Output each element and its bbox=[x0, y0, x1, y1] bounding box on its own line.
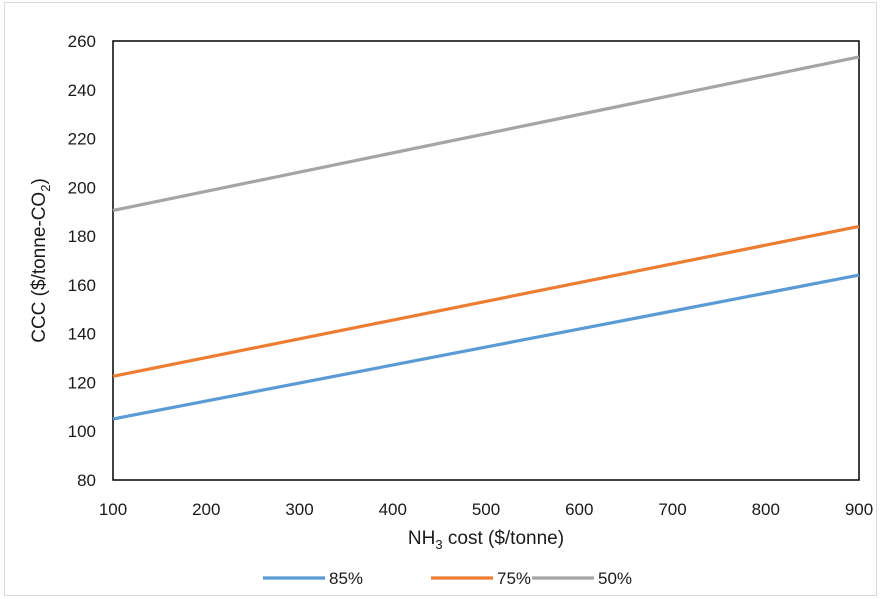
y-tick-label: 120 bbox=[68, 373, 96, 392]
legend-label: 75% bbox=[497, 569, 531, 588]
x-tick-label: 300 bbox=[285, 500, 313, 519]
y-tick-label: 100 bbox=[68, 422, 96, 441]
x-tick-label: 400 bbox=[379, 500, 407, 519]
y-tick-label: 260 bbox=[68, 32, 96, 51]
legend-label: 85% bbox=[329, 569, 363, 588]
legend-label: 50% bbox=[598, 569, 632, 588]
y-tick-label: 160 bbox=[68, 276, 96, 295]
x-tick-label: 700 bbox=[658, 500, 686, 519]
legend: 85% 75% 50% bbox=[263, 569, 632, 588]
series-line-50-pct bbox=[112, 55, 860, 213]
x-tick-label: 800 bbox=[752, 500, 780, 519]
y-tick-label: 200 bbox=[68, 178, 96, 197]
x-tick-label: 900 bbox=[845, 500, 873, 519]
plot-area bbox=[112, 40, 860, 481]
chart-frame bbox=[4, 2, 877, 596]
x-tick-label: 600 bbox=[565, 500, 593, 519]
y-axis-ticks: 80 100 120 140 160 180 200 220 240 260 bbox=[68, 32, 96, 490]
series-lines bbox=[112, 55, 860, 421]
y-tick-label: 220 bbox=[68, 130, 96, 149]
series-line-85-pct bbox=[112, 273, 860, 421]
series-line-75-pct bbox=[112, 224, 860, 378]
y-axis-title: CCC ($/tonne-CO2) bbox=[29, 178, 53, 343]
x-tick-label: 500 bbox=[472, 500, 500, 519]
y-tick-label: 180 bbox=[68, 227, 96, 246]
y-tick-label: 140 bbox=[68, 325, 96, 344]
y-tick-label: 80 bbox=[77, 471, 96, 490]
x-axis-title: NH3 cost ($/tonne) bbox=[408, 528, 564, 552]
y-tick-label: 240 bbox=[68, 81, 96, 100]
x-axis-ticks: 100 200 300 400 500 600 700 800 900 bbox=[99, 500, 873, 519]
x-tick-label: 200 bbox=[192, 500, 220, 519]
x-tick-label: 100 bbox=[99, 500, 127, 519]
